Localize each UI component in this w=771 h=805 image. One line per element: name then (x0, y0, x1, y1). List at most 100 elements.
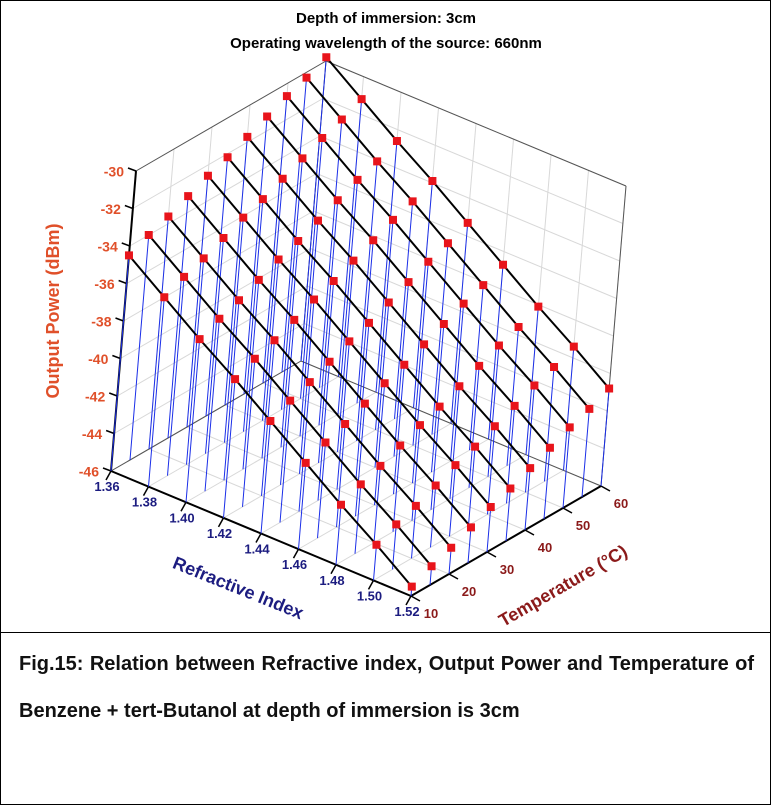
point (239, 213, 248, 222)
x-tick-label: 1.42 (207, 526, 232, 541)
tick (217, 517, 225, 528)
stem (449, 386, 460, 499)
point (475, 361, 484, 370)
x-tick-label: 1.48 (319, 573, 344, 588)
x-tick-label: 1.44 (244, 542, 270, 557)
stem (299, 220, 319, 437)
tick (142, 486, 150, 496)
z-tick-label: -34 (98, 239, 118, 255)
stem (281, 158, 303, 410)
stem (563, 346, 575, 471)
point (290, 315, 299, 324)
point (369, 236, 378, 245)
point (250, 354, 259, 363)
stem (336, 341, 350, 490)
z-tick-label: -44 (82, 426, 102, 442)
point (124, 251, 133, 260)
stem (262, 178, 284, 421)
point (545, 443, 554, 452)
point (443, 239, 452, 248)
stem (205, 157, 229, 417)
stem (505, 488, 511, 542)
tick (524, 529, 535, 536)
stem (338, 99, 363, 377)
point (341, 420, 350, 428)
stem (317, 442, 326, 539)
point (301, 458, 310, 467)
stem (300, 137, 323, 399)
stem (581, 408, 590, 498)
point (466, 523, 475, 532)
stem (450, 222, 469, 424)
point (322, 53, 331, 62)
z-tick-label: -36 (94, 276, 114, 292)
tick (105, 429, 115, 435)
stem (448, 547, 452, 575)
point (223, 153, 232, 162)
stem (281, 77, 308, 373)
chart-subtitle: Operating wavelength of the source: 660n… (230, 35, 542, 52)
stem (167, 196, 189, 439)
y-tick-label: 40 (538, 540, 552, 555)
point (337, 115, 346, 124)
point (506, 484, 515, 493)
tick (127, 167, 137, 172)
tick (124, 204, 134, 210)
stem (335, 504, 342, 565)
point (243, 132, 252, 141)
point (329, 277, 338, 285)
stem (318, 200, 339, 426)
point (428, 177, 437, 185)
tick (600, 485, 611, 492)
stem (129, 234, 150, 461)
point (569, 342, 578, 351)
point (411, 501, 420, 510)
stem (375, 140, 398, 393)
point (396, 441, 405, 450)
tick (292, 548, 300, 559)
tick (486, 551, 497, 558)
stem (486, 506, 492, 553)
tick (330, 564, 337, 575)
stem (392, 445, 401, 532)
point (235, 296, 243, 305)
tick (255, 533, 262, 543)
z-tick-label: -30 (104, 164, 124, 180)
tick (180, 501, 187, 512)
point (380, 379, 389, 388)
point (435, 402, 444, 411)
stem (600, 388, 610, 487)
tick (108, 392, 118, 397)
point (254, 275, 263, 284)
point (455, 382, 464, 391)
point (479, 281, 488, 290)
stem (204, 318, 220, 492)
tick (112, 354, 121, 360)
tick (121, 242, 131, 247)
point (404, 278, 413, 287)
tick (405, 595, 412, 606)
point (392, 137, 401, 145)
stem (488, 264, 504, 440)
point (266, 417, 275, 425)
point (313, 216, 322, 225)
z-tick-label: -46 (79, 464, 99, 480)
stem (298, 462, 307, 550)
stem (148, 297, 165, 487)
stem (354, 484, 362, 554)
z-tick-label: -40 (88, 351, 108, 367)
point (349, 256, 358, 265)
point (534, 302, 543, 311)
point (219, 234, 228, 242)
stem (411, 505, 417, 559)
point (407, 582, 416, 591)
point (530, 381, 539, 390)
point (305, 378, 314, 387)
stem (524, 468, 531, 531)
stem (280, 240, 299, 448)
point (360, 399, 369, 408)
stem (299, 299, 315, 474)
point (439, 320, 448, 328)
point (321, 438, 330, 447)
point (184, 192, 193, 201)
